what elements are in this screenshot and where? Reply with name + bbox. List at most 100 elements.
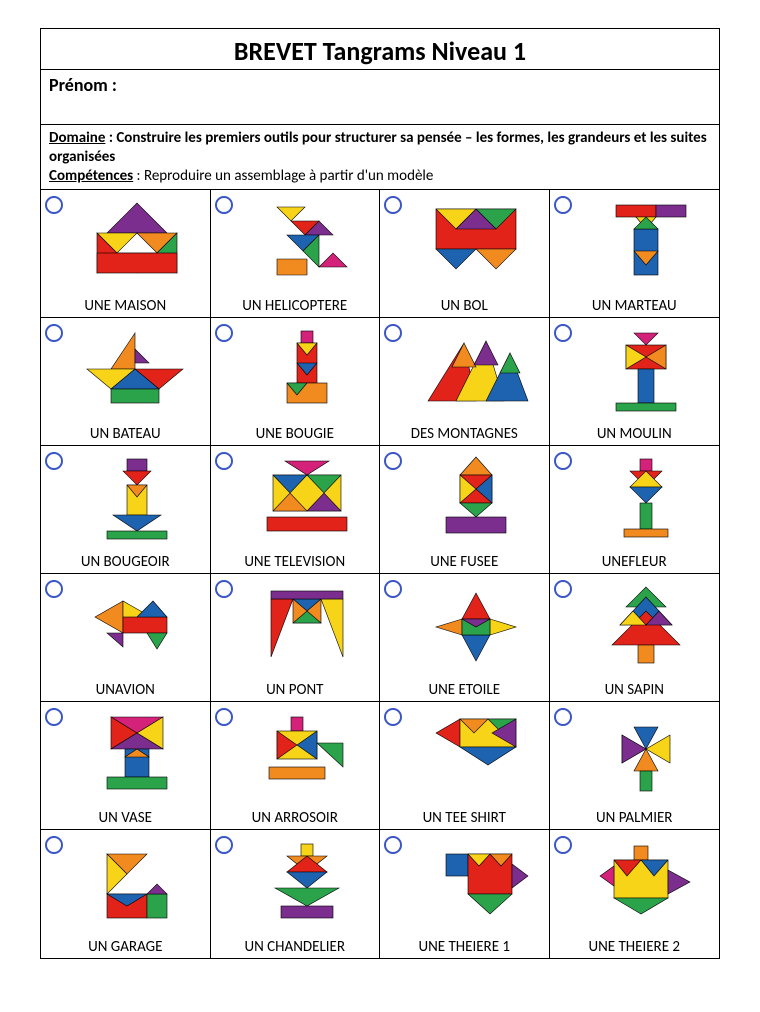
check-circle[interactable]	[215, 580, 233, 598]
check-circle[interactable]	[215, 836, 233, 854]
cell-top	[380, 702, 549, 808]
tangram-figure	[404, 318, 549, 424]
check-circle[interactable]	[215, 196, 233, 214]
tangram-cell: UN BOL	[380, 190, 550, 318]
cell-top	[211, 830, 380, 937]
check-circle[interactable]	[215, 708, 233, 726]
check-circle[interactable]	[45, 196, 63, 214]
tangram-cell: UN MOULIN	[550, 318, 720, 446]
cell-top	[380, 574, 549, 680]
check-circle[interactable]	[384, 836, 402, 854]
tangram-cell: DES MONTAGNES	[380, 318, 550, 446]
tangram-cell: UN HELICOPTERE	[211, 190, 381, 318]
check-circle[interactable]	[45, 708, 63, 726]
tangram-cell: UN BATEAU	[41, 318, 211, 446]
tangram-figure	[235, 574, 380, 680]
cell-top	[41, 446, 210, 552]
check-circle[interactable]	[384, 580, 402, 598]
tangram-label: UNE THEIERE 2	[550, 937, 720, 958]
tangram-figure	[235, 830, 380, 937]
tangram-figure	[574, 702, 720, 808]
check-circle[interactable]	[45, 452, 63, 470]
tangram-figure	[404, 702, 549, 808]
tangram-cell: UNEFLEUR	[550, 446, 720, 574]
tangram-cell: UN ARROSOIR	[211, 702, 381, 830]
worksheet-page: BREVET Tangrams Niveau 1 Prénom : Domain…	[40, 28, 720, 959]
tangram-label: UNE ETOILE	[380, 680, 549, 701]
tangram-figure	[235, 446, 380, 552]
tangram-label: UNE FUSEE	[380, 552, 549, 573]
tangram-figure	[404, 574, 549, 680]
tangram-figure	[404, 190, 549, 296]
check-circle[interactable]	[554, 196, 572, 214]
cell-top	[550, 318, 720, 424]
tangram-label: UNEFLEUR	[550, 552, 720, 573]
cell-top	[380, 190, 549, 296]
check-circle[interactable]	[554, 580, 572, 598]
cell-top	[380, 830, 549, 937]
check-circle[interactable]	[45, 836, 63, 854]
check-circle[interactable]	[384, 708, 402, 726]
tangram-figure	[404, 830, 549, 937]
cell-top	[211, 318, 380, 424]
tangram-grid: UNE MAISONUN HELICOPTEREUN BOLUN MARTEAU…	[41, 190, 719, 958]
cell-top	[550, 190, 720, 296]
tangram-cell: UN CHANDELIER	[211, 830, 381, 958]
cell-top	[550, 702, 720, 808]
tangram-cell: UN PALMIER	[550, 702, 720, 830]
competences-text: : Reproduire un assemblage à partir d'un…	[137, 167, 434, 185]
check-circle[interactable]	[45, 324, 63, 342]
tangram-label: UN GARAGE	[41, 937, 210, 958]
tangram-figure	[65, 574, 210, 680]
competences-label: Compétences	[49, 167, 133, 185]
tangram-cell: UN MARTEAU	[550, 190, 720, 318]
check-circle[interactable]	[554, 836, 572, 854]
tangram-label: UNE TELEVISION	[211, 552, 380, 573]
info-block: Domaine : Construire les premiers outils…	[41, 125, 719, 190]
tangram-label: UN PONT	[211, 680, 380, 701]
cell-top	[41, 702, 210, 808]
cell-top	[41, 574, 210, 680]
cell-top	[211, 574, 380, 680]
tangram-label: UNE THEIERE 1	[380, 937, 549, 958]
tangram-label: UN PALMIER	[550, 808, 720, 829]
domaine-text: : Construire les premiers outils pour st…	[49, 129, 707, 166]
cell-top	[380, 318, 549, 424]
check-circle[interactable]	[384, 452, 402, 470]
check-circle[interactable]	[45, 580, 63, 598]
tangram-cell: UN PONT	[211, 574, 381, 702]
tangram-label: UN TEE SHIRT	[380, 808, 549, 829]
tangram-cell: UNE ETOILE	[380, 574, 550, 702]
cell-top	[211, 190, 380, 296]
check-circle[interactable]	[554, 452, 572, 470]
tangram-figure	[574, 190, 720, 296]
check-circle[interactable]	[554, 324, 572, 342]
tangram-figure	[65, 702, 210, 808]
tangram-figure	[235, 318, 380, 424]
cell-top	[550, 574, 720, 680]
domaine-label: Domaine	[49, 129, 105, 147]
tangram-label: UN SAPIN	[550, 680, 720, 701]
tangram-cell: UNE THEIERE 1	[380, 830, 550, 958]
cell-top	[550, 830, 720, 937]
check-circle[interactable]	[215, 452, 233, 470]
tangram-figure	[65, 318, 210, 424]
tangram-figure	[65, 830, 210, 937]
tangram-label: UN MARTEAU	[550, 296, 720, 317]
tangram-figure	[235, 190, 380, 296]
check-circle[interactable]	[384, 196, 402, 214]
tangram-figure	[574, 574, 720, 680]
tangram-label: UN CHANDELIER	[211, 937, 380, 958]
tangram-label: DES MONTAGNES	[380, 424, 549, 445]
tangram-cell: UNE FUSEE	[380, 446, 550, 574]
tangram-label: UN BOUGEOIR	[41, 552, 210, 573]
tangram-figure	[404, 446, 549, 552]
cell-top	[380, 446, 549, 552]
tangram-cell: UN GARAGE	[41, 830, 211, 958]
page-title: BREVET Tangrams Niveau 1	[41, 29, 719, 70]
check-circle[interactable]	[554, 708, 572, 726]
tangram-cell: UNE MAISON	[41, 190, 211, 318]
tangram-label: UN BOL	[380, 296, 549, 317]
check-circle[interactable]	[384, 324, 402, 342]
check-circle[interactable]	[215, 324, 233, 342]
